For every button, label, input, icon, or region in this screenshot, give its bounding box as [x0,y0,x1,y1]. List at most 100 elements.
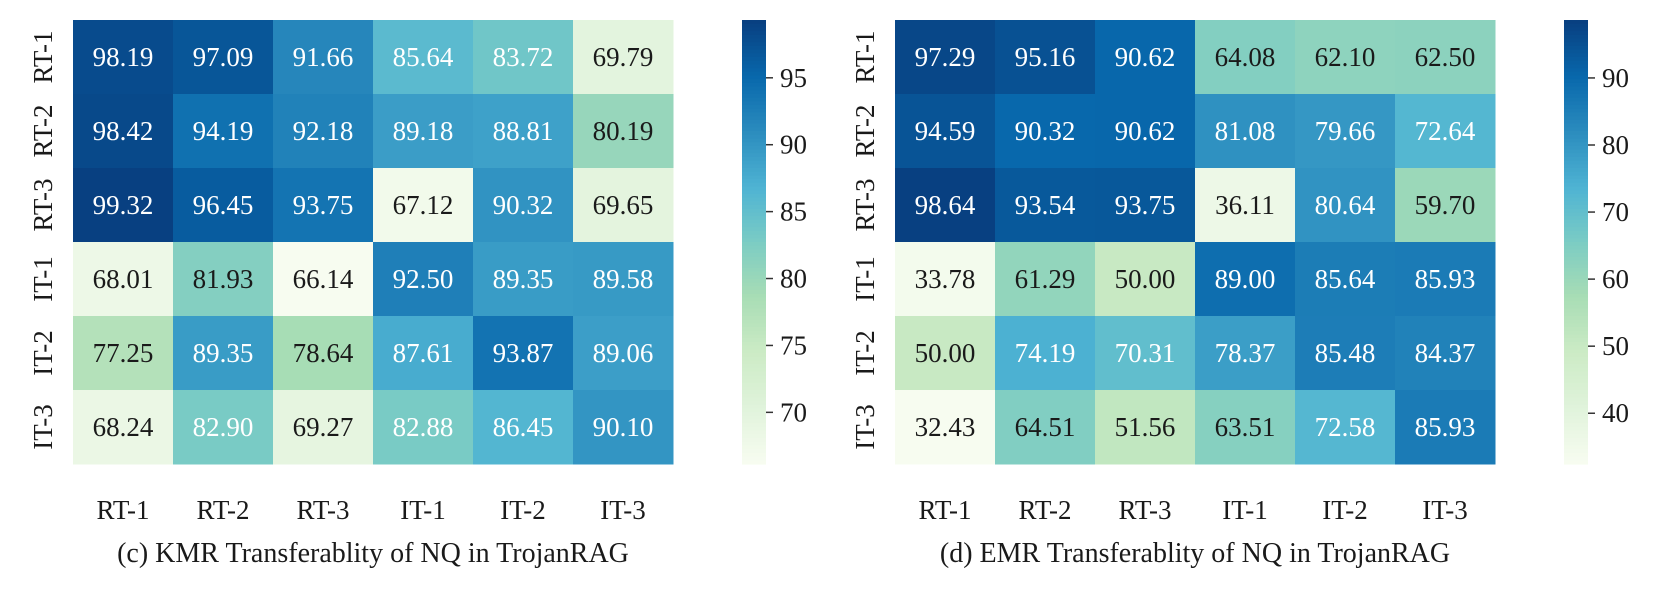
colorbar-slice [1564,20,1588,25]
cell-value-label: 50.00 [915,338,976,368]
colorbar-slice [742,94,766,99]
colorbar-slice [742,108,766,114]
colorbar-slice [742,197,766,202]
colorbar-slice [742,71,766,77]
colorbar-slice [1564,279,1588,284]
colorbar-slice [1564,216,1588,221]
x-tick-label: IT-2 [500,495,546,525]
colorbar-slice [1564,349,1588,354]
cell-value-label: 90.10 [593,412,654,442]
colorbar-slice [742,153,766,158]
colorbar-slice [1564,82,1588,88]
colorbar-slice [742,249,766,254]
colorbar-slice [1564,408,1588,413]
colorbar-slice [742,386,766,391]
colorbar-slice [1564,153,1588,158]
heatmap-cell [273,242,374,317]
colorbar-slice [742,271,766,276]
colorbar-slice [1564,323,1588,328]
cell-value-label: 68.24 [93,412,154,442]
colorbar-slice [1564,393,1588,398]
colorbar-slice [742,441,766,447]
colorbar-slice [1564,193,1588,199]
colorbar-slice [1564,267,1588,273]
heatmap-cell [273,168,374,243]
heatmap-cell [995,94,1096,169]
cell-value-label: 62.50 [1415,42,1476,72]
colorbar-slice [742,238,766,243]
colorbar-slice [742,397,766,402]
heatmap-cell [1095,242,1196,317]
heatmap-cell [1195,20,1296,95]
cell-value-label: 98.42 [93,116,154,146]
heatmap-emr: 97.29 95.16 90.62 64.08 62.10 62.50 94.59 90.32… [850,20,1629,569]
cell-value-label: 86.45 [493,412,554,442]
colorbar-slice [742,282,766,287]
colorbar-tick-label: 60 [1602,264,1629,294]
colorbar-slice [742,86,766,91]
colorbar-slice [742,138,766,143]
colorbar-slice [1564,71,1588,77]
cell-value-label: 87.61 [393,338,454,368]
colorbar-slice [742,116,766,121]
colorbar-slice [742,216,766,221]
y-tick-label: RT-2 [28,105,58,158]
colorbar-slice [1564,375,1588,380]
cell-value-label: 69.65 [593,190,654,220]
x-tick-label: RT-3 [297,495,350,525]
colorbar-slice [742,297,766,302]
colorbar-slice [1564,334,1588,339]
colorbar-slice [742,123,766,128]
heatmap-cell [1195,316,1296,391]
colorbar-slice [742,171,766,176]
heatmap-cell [895,242,996,317]
colorbar-slice [1564,386,1588,391]
colorbar-slice [742,375,766,380]
colorbar-slice [1564,364,1588,369]
heatmap-cell [73,20,174,95]
colorbar-slice [1564,404,1588,410]
cell-value-label: 94.19 [193,116,254,146]
colorbar-slice [1564,353,1588,358]
colorbar-slice [1564,260,1588,265]
colorbar-slice [1564,182,1588,188]
colorbar-slice [742,234,766,239]
cell-value-label: 84.37 [1415,338,1476,368]
colorbar-slice [742,82,766,88]
x-tick-label: IT-3 [1422,495,1468,525]
colorbar-slice [742,175,766,180]
heatmap-cell [1295,316,1396,391]
colorbar-slice [742,449,766,454]
colorbar-slice [1564,112,1588,117]
heatmap-cell [573,20,674,95]
cell-value-label: 96.45 [193,190,254,220]
heatmap-cell [273,94,374,169]
cell-value-label: 50.00 [1115,264,1176,294]
cell-value-label: 63.51 [1215,412,1276,442]
heatmap-cell [573,168,674,243]
colorbar-slice [1564,164,1588,169]
cell-value-label: 92.50 [393,264,454,294]
colorbar-slice [742,312,766,317]
colorbar-slice [1564,301,1588,306]
colorbar-slice [742,430,766,435]
heatmap-cell [895,390,996,465]
colorbar-slice [742,323,766,328]
colorbar-slice [1564,31,1588,36]
colorbar-slice [1564,186,1588,191]
cell-value-label: 64.51 [1015,412,1076,442]
cell-value-label: 93.54 [1015,190,1076,220]
heatmap-cell [173,316,274,391]
colorbar-slice [1564,434,1588,439]
colorbar-slice [1564,127,1588,132]
colorbar-slice [1564,123,1588,128]
colorbar-slice [1564,160,1588,165]
cell-value-label: 64.08 [1215,42,1276,72]
cell-value-label: 80.19 [593,116,654,146]
colorbar-slice [1564,445,1588,450]
colorbar-slice [742,401,766,406]
heatmap-cell [1095,20,1196,95]
colorbar-slice [1564,79,1588,84]
heatmap-cell [173,242,274,317]
cell-value-label: 90.32 [1015,116,1076,146]
